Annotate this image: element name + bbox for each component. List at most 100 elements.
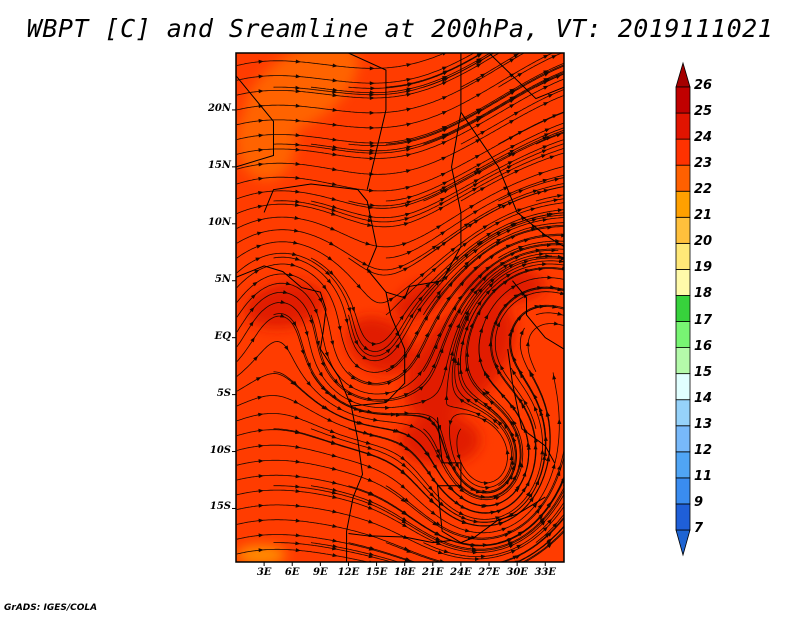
arrow-icon bbox=[473, 398, 479, 403]
arrow-icon bbox=[325, 270, 330, 276]
arrow-icon bbox=[332, 524, 338, 528]
arrow-icon bbox=[332, 87, 338, 92]
colorbar-swatch bbox=[675, 164, 691, 192]
arrow-icon bbox=[459, 398, 465, 404]
arrow-icon bbox=[490, 510, 496, 515]
colorbar-label: 7 bbox=[694, 521, 704, 536]
arrow-icon bbox=[439, 197, 446, 202]
arrow-icon bbox=[553, 198, 559, 203]
colorbar-label: 22 bbox=[694, 182, 713, 198]
streamline bbox=[236, 367, 543, 520]
arrow-icon bbox=[518, 531, 524, 536]
arrow-icon bbox=[531, 218, 538, 222]
colorbar-label: 23 bbox=[694, 156, 713, 172]
arrow-icon bbox=[249, 321, 254, 327]
streamline bbox=[236, 341, 524, 501]
arrow-icon bbox=[368, 491, 375, 496]
arrow-icon bbox=[510, 144, 516, 149]
colorbar-label: 14 bbox=[694, 390, 713, 406]
arrow-icon bbox=[502, 280, 509, 285]
arrow-icon bbox=[500, 364, 505, 371]
arrow-icon bbox=[294, 215, 300, 220]
arrow-icon bbox=[500, 393, 506, 399]
arrow-icon bbox=[257, 204, 264, 209]
arrow-icon bbox=[555, 75, 561, 79]
colorbar-swatch bbox=[675, 138, 691, 166]
arrow-icon bbox=[542, 145, 548, 150]
arrow-icon bbox=[457, 484, 463, 489]
arrow-icon bbox=[258, 489, 264, 493]
arrow-icon bbox=[510, 89, 516, 94]
arrow-icon bbox=[250, 294, 256, 299]
arrow-icon bbox=[333, 378, 339, 384]
arrow-icon bbox=[435, 245, 441, 251]
arrow-icon bbox=[479, 327, 483, 333]
streamline bbox=[535, 194, 564, 202]
arrow-icon bbox=[568, 492, 574, 498]
arrow-icon bbox=[539, 252, 545, 257]
arrow-icon bbox=[460, 339, 465, 345]
colorbar-label: 26 bbox=[694, 78, 713, 93]
arrow-icon bbox=[332, 394, 338, 399]
colorbar-label: 18 bbox=[694, 286, 713, 302]
arrow-icon bbox=[369, 81, 375, 86]
arrow-icon bbox=[431, 245, 437, 250]
arrow-icon bbox=[284, 345, 289, 351]
arrow-icon bbox=[509, 149, 515, 154]
arrow-icon bbox=[476, 63, 482, 68]
arrow-icon bbox=[295, 89, 301, 94]
arrow-icon bbox=[541, 154, 547, 159]
arrow-icon bbox=[534, 304, 540, 309]
arrow-icon bbox=[497, 420, 503, 426]
arrow-icon bbox=[504, 533, 510, 538]
arrow-icon bbox=[498, 521, 504, 526]
arrow-icon bbox=[294, 415, 300, 420]
arrow-icon bbox=[429, 497, 435, 503]
arrow-icon bbox=[510, 252, 516, 257]
arrow-icon bbox=[332, 487, 338, 492]
streamline bbox=[273, 485, 564, 551]
colorbar-swatch bbox=[675, 190, 691, 218]
arrow-icon bbox=[471, 543, 477, 547]
arrow-icon bbox=[258, 444, 264, 449]
arrow-icon bbox=[403, 393, 410, 398]
arrow-icon bbox=[508, 136, 514, 141]
plot-title: WBPT [C] and Sreamline at 200hPa, VT: 20… bbox=[26, 14, 774, 43]
arrow-icon bbox=[330, 226, 336, 231]
arrow-icon bbox=[446, 295, 451, 302]
arrow-icon bbox=[533, 393, 538, 400]
arrow-icon bbox=[306, 381, 312, 387]
arrow-icon bbox=[543, 85, 549, 90]
streamline bbox=[527, 323, 564, 372]
arrow-icon bbox=[460, 504, 466, 509]
arrow-icon bbox=[526, 444, 531, 450]
arrow-icon bbox=[370, 143, 376, 148]
arrow-icon bbox=[332, 553, 338, 558]
arrow-icon bbox=[332, 538, 338, 543]
arrow-icon bbox=[509, 420, 515, 426]
colorbar-label: 21 bbox=[694, 208, 713, 224]
arrow-icon bbox=[504, 479, 510, 485]
arrow-icon bbox=[476, 47, 482, 53]
arrow-icon bbox=[385, 405, 391, 410]
arrow-icon bbox=[512, 475, 517, 481]
arrow-icon bbox=[443, 189, 449, 194]
arrow-icon bbox=[442, 127, 449, 131]
arrow-icon bbox=[367, 396, 373, 401]
arrow-icon bbox=[258, 412, 264, 417]
arrow-icon bbox=[485, 266, 491, 271]
arrow-icon bbox=[358, 408, 365, 413]
arrow-icon bbox=[514, 169, 520, 174]
streamline bbox=[385, 448, 564, 539]
arrow-icon bbox=[435, 449, 440, 455]
arrow-icon bbox=[366, 451, 373, 456]
arrow-icon bbox=[367, 505, 374, 510]
arrow-icon bbox=[461, 519, 467, 524]
arrow-icon bbox=[513, 111, 520, 116]
arrow-icon bbox=[493, 495, 499, 500]
arrow-icon bbox=[459, 495, 465, 500]
arrow-icon bbox=[530, 207, 536, 212]
arrow-icon bbox=[417, 306, 422, 312]
arrow-icon bbox=[295, 142, 301, 147]
arrow-icon bbox=[512, 420, 517, 426]
